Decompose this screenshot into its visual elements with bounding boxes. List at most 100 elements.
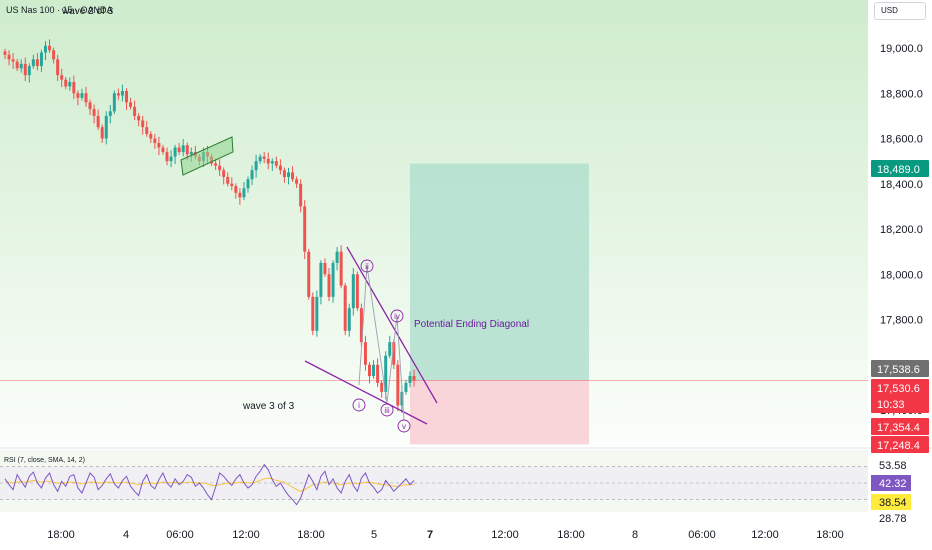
candle [404, 380, 408, 395]
candle-body [404, 382, 408, 392]
candle [262, 152, 266, 164]
candle [19, 59, 23, 73]
candle [226, 172, 230, 187]
candle [153, 133, 157, 149]
price-tag: 17,538.6 [871, 360, 929, 377]
candle-body [307, 251, 311, 297]
candle [177, 143, 181, 155]
candle [315, 290, 319, 337]
candle-body [100, 127, 104, 139]
rsi-line [4, 463, 415, 506]
candle-body [169, 156, 173, 162]
wave-count-circle [380, 403, 394, 417]
target-zone [410, 163, 589, 381]
candle [44, 41, 47, 60]
candle-body [125, 90, 128, 103]
time-tick-label: 8 [632, 529, 638, 541]
wave-count-circle [360, 259, 374, 273]
candle [112, 90, 116, 115]
candle-body [315, 296, 319, 331]
candle-body [287, 172, 290, 177]
price-tag-label: 18,489.0 [877, 164, 920, 176]
candle-body [27, 66, 31, 76]
rsi-title: RSI (7, close, SMA, 14, 2) [4, 457, 85, 464]
candle [372, 360, 376, 379]
price-tick-label: 18,800.0 [880, 88, 923, 100]
candle-body [23, 63, 27, 76]
candle-body [238, 192, 242, 198]
candle [104, 111, 108, 145]
candle-body [218, 165, 222, 171]
candle-body [133, 106, 137, 116]
time-tick-label: 18:00 [297, 529, 325, 541]
candle [116, 88, 120, 100]
candle [250, 165, 254, 186]
candle-body [177, 147, 181, 153]
candle-body [335, 251, 339, 263]
rsi-tag-label: 42.32 [879, 478, 907, 490]
candle [274, 156, 278, 169]
rsi-tag-bg [871, 457, 911, 473]
candle-body [246, 179, 250, 189]
candle-body [35, 59, 39, 67]
candle-body [165, 152, 169, 162]
candle [7, 50, 11, 66]
candle [52, 47, 56, 64]
time-tick-label: 12:00 [751, 529, 779, 541]
price-tag: 17,530.6 10:33 [871, 379, 929, 413]
candle-body [282, 170, 286, 177]
candle-body [84, 93, 88, 103]
rsi-tag-label: 53.58 [879, 460, 907, 472]
candle [258, 153, 262, 164]
candle [145, 120, 149, 137]
candle-body [400, 391, 404, 406]
candle [266, 152, 270, 170]
candle [92, 104, 96, 124]
rsi-tag: 38.54 [871, 494, 911, 510]
wave-count-label: iv [394, 312, 400, 321]
time-tick-label: 06:00 [688, 529, 716, 541]
time-tick-label: 4 [123, 529, 129, 541]
price-tag-label: 17,354.4 [877, 422, 920, 434]
candle [15, 58, 19, 72]
time-tick-label: 06:00 [166, 529, 194, 541]
candle [137, 113, 141, 127]
rsi-tag: 42.32 [871, 475, 911, 491]
candle-body [129, 102, 133, 107]
candle-body [185, 145, 189, 155]
wave-count-circle [397, 419, 411, 433]
candle [214, 158, 218, 170]
candle [412, 369, 416, 387]
candle-body [299, 183, 303, 207]
currency-button[interactable]: USD [874, 2, 926, 20]
time-tick-label: 12:00 [491, 529, 519, 541]
wave-count-label: v [402, 422, 406, 431]
candle [35, 52, 39, 71]
candle [3, 48, 7, 60]
wave-count-label: i [358, 401, 360, 410]
candle-body [392, 342, 396, 365]
candle-body [15, 61, 19, 69]
candle [230, 177, 234, 191]
candle [368, 362, 371, 384]
countdown-label: 10:33 [877, 399, 905, 411]
candle [88, 99, 92, 115]
candle-body [250, 170, 254, 180]
candle [347, 303, 351, 337]
price-tag: 18,489.0 [871, 160, 929, 177]
candle [335, 247, 339, 271]
candle-body [234, 186, 238, 193]
rsi-tag-label: 28.78 [879, 513, 907, 525]
rsi-tag-bg [871, 475, 911, 491]
wave-count-v: v [397, 419, 411, 433]
candle [11, 52, 15, 70]
time-tick-label: 18:00 [47, 529, 75, 541]
candle-body [331, 262, 335, 297]
candle-body [242, 188, 246, 198]
price-tick-label: 18,600.0 [880, 134, 923, 146]
candle [64, 76, 68, 90]
candle-body [48, 45, 52, 51]
candle-body [3, 51, 7, 55]
price-tag-bg [871, 436, 929, 453]
